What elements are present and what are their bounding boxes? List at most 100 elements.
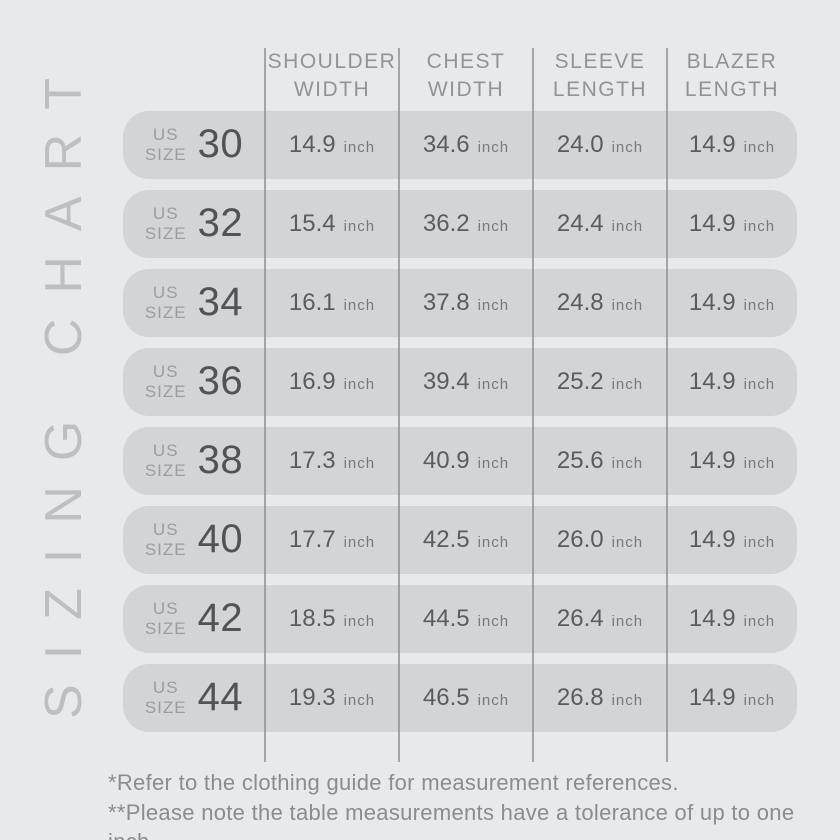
measurement-unit: inch [343, 454, 376, 472]
shoulder-width-cell: 16.1 inch [265, 289, 399, 317]
measurement-value: 14.9 [288, 130, 336, 158]
size-number: 34 [197, 280, 244, 325]
chest-width-cell: 39.4 inch [399, 368, 533, 396]
measurement-value: 14.9 [688, 604, 736, 632]
measurement-unit: inch [611, 533, 644, 551]
measurement-value: 36.2 [422, 209, 470, 237]
measurement-unit: inch [743, 691, 776, 709]
us-label: US [152, 520, 179, 540]
blazer-length-cell: 14.9 inch [667, 289, 797, 317]
footnote-measurement-reference: *Refer to the clothing guide for measure… [108, 770, 679, 795]
us-label: US [152, 125, 179, 145]
table-row: US SIZE 36 16.9 inch 39.4 inch 25.2 inch 14… [123, 347, 797, 416]
sleeve-length-cell: 24.8 inch [533, 289, 667, 317]
blazer-length-cell: 14.9 inch [667, 368, 797, 396]
size-cell: US SIZE 36 [123, 359, 265, 404]
measurement-value: 14.9 [688, 525, 736, 553]
measurement-value: 26.8 [556, 683, 604, 711]
table-header-row: SHOULDER WIDTH CHEST WIDTH SLEEVE LENGTH… [123, 48, 797, 105]
measurement-unit: inch [477, 375, 510, 393]
measurement-value: 16.9 [288, 367, 336, 395]
chest-width-cell: 42.5 inch [399, 526, 533, 554]
measurement-value: 14.9 [688, 130, 736, 158]
measurement-unit: inch [343, 296, 376, 314]
table-row: US SIZE 32 15.4 inch 36.2 inch 24.4 inch 14… [123, 189, 797, 258]
measurement-unit: inch [477, 138, 510, 156]
chest-width-cell: 36.2 inch [399, 210, 533, 238]
us-size-label: US SIZE [145, 125, 187, 164]
size-number: 44 [197, 675, 244, 720]
measurement-unit: inch [611, 296, 644, 314]
measurement-value: 39.4 [422, 367, 470, 395]
measurement-value: 25.6 [556, 446, 604, 474]
shoulder-width-cell: 17.7 inch [265, 526, 399, 554]
sleeve-length-cell: 25.2 inch [533, 368, 667, 396]
measurement-value: 19.3 [288, 683, 336, 711]
chest-width-cell: 46.5 inch [399, 684, 533, 712]
table-row: US SIZE 44 19.3 inch 46.5 inch 26.8 inch 14… [123, 663, 797, 732]
size-column-spacer [123, 48, 265, 105]
measurement-unit: inch [477, 454, 510, 472]
chest-width-cell: 40.9 inch [399, 447, 533, 475]
measurement-value: 14.9 [688, 209, 736, 237]
shoulder-width-cell: 14.9 inch [265, 131, 399, 159]
footnotes: *Refer to the clothing guide for measure… [108, 768, 840, 840]
us-label: US [152, 599, 179, 619]
us-size-label: US SIZE [145, 520, 187, 559]
measurement-value: 24.0 [556, 130, 604, 158]
measurement-value: 24.8 [556, 288, 604, 316]
sleeve-length-cell: 25.6 inch [533, 447, 667, 475]
size-cell: US SIZE 30 [123, 122, 265, 167]
vertical-title-container: SIZING CHART [8, 38, 120, 734]
measurement-unit: inch [611, 691, 644, 709]
measurement-value: 42.5 [422, 525, 470, 553]
measurement-value: 18.5 [288, 604, 336, 632]
footnote-tolerance: **Please note the table measurements hav… [108, 799, 795, 840]
measurement-value: 14.9 [688, 446, 736, 474]
measurement-value: 26.4 [556, 604, 604, 632]
size-number: 36 [197, 359, 244, 404]
us-size-label: US SIZE [145, 362, 187, 401]
measurement-unit: inch [343, 375, 376, 393]
blazer-length-cell: 14.9 inch [667, 447, 797, 475]
measurement-unit: inch [743, 217, 776, 235]
measurement-value: 44.5 [422, 604, 470, 632]
us-size-label: US SIZE [145, 599, 187, 638]
column-header-blazer-length: BLAZER LENGTH [684, 50, 780, 102]
measurement-unit: inch [343, 691, 376, 709]
measurement-unit: inch [343, 217, 376, 235]
size-cell: US SIZE 34 [123, 280, 265, 325]
measurement-value: 17.7 [288, 525, 336, 553]
size-cell: US SIZE 40 [123, 517, 265, 562]
page-title: SIZING CHART [35, 53, 93, 719]
size-table: SHOULDER WIDTH CHEST WIDTH SLEEVE LENGTH… [123, 48, 797, 743]
table-row: US SIZE 40 17.7 inch 42.5 inch 26.0 inch 14… [123, 505, 797, 574]
size-number: 42 [197, 596, 244, 641]
measurement-unit: inch [743, 533, 776, 551]
measurement-unit: inch [343, 138, 376, 156]
blazer-length-cell: 14.9 inch [667, 210, 797, 238]
column-header-sleeve-length: SLEEVE LENGTH [552, 50, 648, 102]
chest-width-cell: 34.6 inch [399, 131, 533, 159]
column-divider [666, 48, 668, 762]
blazer-length-cell: 14.9 inch [667, 526, 797, 554]
us-label: US [152, 204, 179, 224]
measurement-unit: inch [611, 217, 644, 235]
us-size-label: US SIZE [145, 441, 187, 480]
size-label: SIZE [144, 539, 187, 559]
chest-width-cell: 37.8 inch [399, 289, 533, 317]
column-header-shoulder-width: SHOULDER WIDTH [267, 50, 397, 102]
us-size-label: US SIZE [145, 204, 187, 243]
size-label: SIZE [144, 460, 187, 480]
measurement-unit: inch [743, 296, 776, 314]
size-number: 30 [197, 122, 244, 167]
size-label: SIZE [144, 144, 187, 164]
us-label: US [152, 441, 179, 461]
size-number: 38 [197, 438, 244, 483]
measurement-value: 25.2 [556, 367, 604, 395]
size-cell: US SIZE 44 [123, 675, 265, 720]
table-row: US SIZE 34 16.1 inch 37.8 inch 24.8 inch 14… [123, 268, 797, 337]
column-divider [532, 48, 534, 762]
measurement-value: 46.5 [422, 683, 470, 711]
